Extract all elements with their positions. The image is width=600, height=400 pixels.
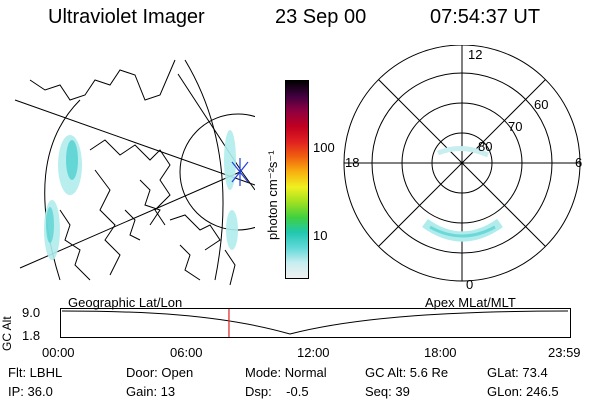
colorbar xyxy=(285,80,309,279)
x-tick-2359: 23:59 xyxy=(548,345,581,360)
y-tick-9: 9.0 xyxy=(22,305,41,320)
colorbar-tick-100: 100 xyxy=(313,140,335,155)
info-seq: Seq: 39 xyxy=(365,384,410,399)
coastline xyxy=(139,179,161,226)
info-mode: Mode: Normal xyxy=(245,365,327,380)
coastline xyxy=(124,209,141,241)
coastline xyxy=(179,244,201,281)
meridian-line xyxy=(241,171,255,191)
x-tick-1200: 12:00 xyxy=(297,345,330,360)
coastline xyxy=(224,249,236,286)
mlt-line-diagonal xyxy=(378,79,546,247)
gc-alt-axis-label: GC Alt xyxy=(0,316,14,351)
aurora-emission xyxy=(44,130,238,260)
meridian-line xyxy=(14,99,255,186)
coastline xyxy=(169,214,221,251)
info-glon: GLon: 246.5 xyxy=(487,384,559,399)
image-boundary-arc xyxy=(184,59,224,281)
coastline xyxy=(94,169,121,276)
polar-plot: 12 18 6 0 80 70 60 xyxy=(343,45,582,292)
info-dsp: Dsp: -0.5 xyxy=(245,384,309,399)
info-door: Door: Open xyxy=(126,365,194,380)
coastline xyxy=(89,139,171,226)
latitude-circle xyxy=(179,113,255,231)
lat-label-60: 60 xyxy=(534,97,548,112)
pole-marker-icon xyxy=(231,158,249,186)
coastline xyxy=(59,209,91,281)
geographic-map xyxy=(14,59,255,286)
mlt-label-12: 12 xyxy=(468,47,482,62)
colorbar-unit-label: photon cm⁻²s⁻¹ xyxy=(265,150,280,240)
x-tick-1800: 18:00 xyxy=(424,345,457,360)
mlt-label-6: 6 xyxy=(575,155,582,170)
imager-title: Ultraviolet Imager xyxy=(48,6,205,28)
geographic-latlon-label: Geographic Lat/Lon xyxy=(68,295,183,310)
altitude-timeline xyxy=(60,308,571,338)
altitude-curve xyxy=(61,310,569,335)
observation-date: 23 Sep 00 xyxy=(275,6,367,28)
info-gain: Gain: 13 xyxy=(126,384,176,399)
mlt-label-18: 18 xyxy=(345,155,359,170)
x-tick-0600: 06:00 xyxy=(170,345,203,360)
y-tick-1-8: 1.8 xyxy=(22,328,41,343)
info-filter: Flt: LBHL xyxy=(8,365,63,380)
info-ip: IP: 36.0 xyxy=(8,384,53,399)
info-gc-alt: GC Alt: 5.6 Re xyxy=(365,365,449,380)
info-glat: GLat: 73.4 xyxy=(487,365,548,380)
colorbar-tick-10: 10 xyxy=(313,228,328,243)
x-tick-0000: 00:00 xyxy=(42,345,75,360)
apex-mlat-mlt-label: Apex MLat/MLT xyxy=(425,295,516,310)
observation-time: 07:54:37 UT xyxy=(430,6,541,28)
lat-label-80: 80 xyxy=(478,139,492,154)
coastline xyxy=(29,59,176,101)
aurora-emission-polar xyxy=(422,146,503,242)
mlt-label-0: 0 xyxy=(466,277,473,292)
lat-label-70: 70 xyxy=(508,119,522,134)
